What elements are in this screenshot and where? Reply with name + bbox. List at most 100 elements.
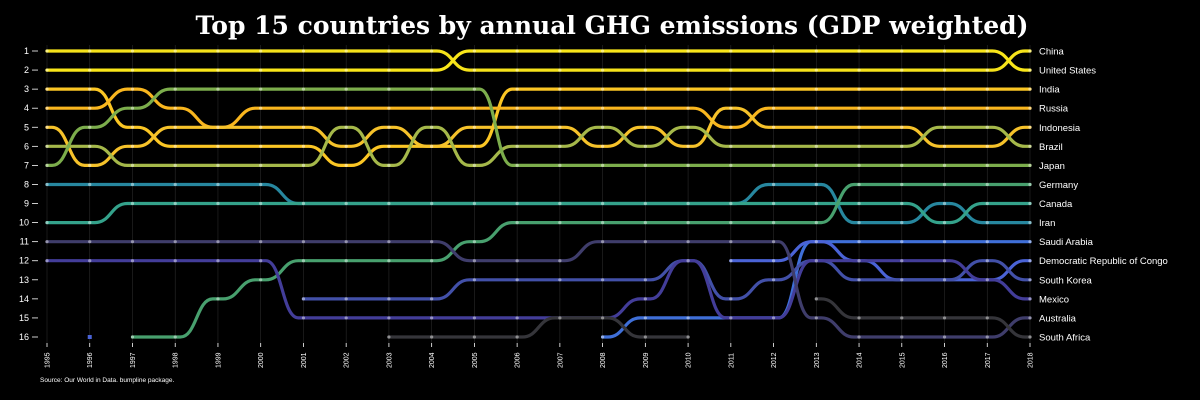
data-point-united-states-2004 [430,68,434,72]
data-point-australia-1995 [45,240,49,244]
data-point-russia-2007 [558,106,562,110]
data-point-china-2001 [301,49,306,53]
year-axis: 1995 1996 1997 1998 1999 2000 2001 2002 2003 2004… [45,343,1035,368]
data-point-japan-2007 [558,163,562,167]
data-point-australia-2006 [515,259,519,263]
data-point-china-2008 [601,68,605,72]
data-point-mexico-2001 [301,316,306,320]
data-point-japan-2002 [344,87,348,91]
data-point-india-2015 [900,87,904,91]
data-point-india-1997 [130,125,135,129]
data-point-democratic-republic-of-congo-2011 [729,259,733,263]
data-point-united-states-2003 [387,68,391,72]
year-label-2005: 2005 [472,352,479,368]
data-point-south-africa-2016 [942,316,947,320]
data-point-brazil-2009 [643,144,647,148]
data-point-brazil-2007 [558,144,562,148]
year-label-1997: 1997 [130,352,137,368]
data-point-mexico-2000 [259,259,263,263]
data-point-india-2001 [301,144,306,148]
data-point-indonesia-2004 [430,144,434,148]
data-point-south-korea-2015 [900,278,904,282]
data-point-south-korea-2002 [344,297,348,301]
data-point-canada-1998 [173,201,177,206]
data-point-south-korea-2006 [515,278,519,282]
data-point-china-1998 [173,49,177,53]
data-point-china-1999 [216,49,220,53]
year-label-2003: 2003 [386,352,393,368]
data-point-russia-1996 [88,106,92,110]
data-point-russia-2015 [900,106,904,110]
data-point-south-africa-2009 [643,335,647,339]
data-point-mexico-2015 [900,259,904,263]
data-point-canada-2012 [771,201,776,206]
country-label-india: India [1039,85,1060,96]
rank-label-13: 13 [19,275,29,285]
data-point-mexico-2004 [430,316,434,320]
data-point-united-states-2007 [558,49,562,53]
data-point-russia-2000 [259,106,263,110]
data-point-germany-2005 [472,240,476,244]
rank-label-8: 8 [24,179,29,189]
chart-title: Top 15 countries by annual GHG emissions… [196,11,1029,40]
data-point-russia-2012 [771,106,776,110]
data-point-indonesia-1998 [173,125,177,129]
data-point-canada-2016 [942,221,947,225]
data-point-germany-2007 [558,221,562,225]
rank-label-5: 5 [24,122,29,132]
data-point-south-africa-2005 [472,335,476,339]
data-point-brazil-1996 [88,144,92,148]
data-point-brazil-2002 [344,125,348,129]
data-point-australia-2001 [301,240,306,244]
data-point-iran-1998 [173,182,177,187]
data-point-canada-2001 [301,201,306,206]
data-point-japan-2018 [1028,163,1032,167]
data-point-india-1995 [45,87,49,91]
data-point-india-2012 [771,87,776,91]
data-point-australia-1997 [130,240,135,244]
data-point-united-states-2018 [1028,68,1032,72]
data-point-canada-2014 [857,201,861,206]
data-point-australia-2014 [857,335,861,339]
data-point-russia-1995 [45,106,49,110]
data-point-australia-2008 [601,240,605,244]
country-label-united-states: United States [1039,66,1096,77]
data-point-south-africa-2017 [985,316,989,320]
rank-label-9: 9 [24,199,29,209]
data-point-india-2000 [259,144,263,148]
data-point-japan-2015 [900,163,904,167]
data-point-mexico-2010 [686,259,690,263]
data-point-iran-1997 [130,182,135,187]
data-point-brazil-2018 [1028,144,1032,148]
data-point-south-africa-2015 [900,316,904,320]
country-label-mexico: Mexico [1039,294,1069,305]
data-point-indonesia-2014 [857,125,861,129]
data-point-germany-2014 [857,182,861,187]
country-label-australia: Australia [1039,313,1077,324]
data-point-mexico-1995 [45,259,49,263]
country-labels: China United States India Russia Indonesia Br… [1039,47,1168,344]
data-point-russia-2013 [814,106,818,110]
marker-1996 [87,335,92,339]
data-point-russia-2014 [857,106,861,110]
series-line-south-korea [301,259,1032,301]
data-point-indonesia-2013 [814,125,818,129]
country-label-germany: Germany [1039,180,1078,191]
data-point-japan-2000 [259,87,263,91]
data-point-russia-2006 [515,106,519,110]
data-point-indonesia-2015 [900,125,904,129]
data-point-canada-2015 [900,201,904,206]
data-point-indonesia-2001 [301,125,306,129]
data-point-united-states-2008 [601,49,605,53]
data-point-indonesia-1997 [130,144,135,148]
data-point-iran-1999 [216,182,220,187]
data-point-iran-2013 [814,182,818,187]
data-point-brazil-2000 [259,163,263,167]
data-point-south-africa-2008 [601,316,605,320]
data-point-south-korea-2009 [643,278,647,282]
data-point-china-2017 [985,68,989,72]
data-point-democratic-republic-of-congo-2018 [1028,259,1032,263]
year-label-2007: 2007 [557,352,564,368]
data-point-germany-2011 [729,221,733,225]
data-point-canada-2009 [643,201,647,206]
